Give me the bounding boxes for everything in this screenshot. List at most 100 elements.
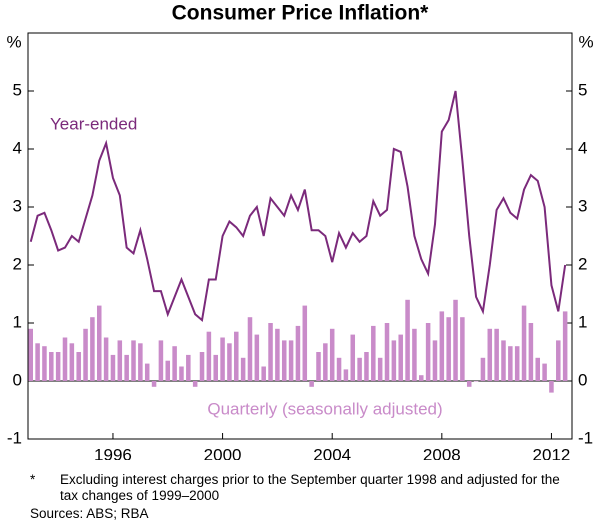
y-tick-label: 0: [13, 370, 22, 389]
bar: [288, 340, 294, 381]
y-tick-label: -1: [7, 428, 22, 447]
y2-tick-label: -1: [578, 428, 593, 447]
bar: [487, 328, 493, 381]
y2-tick-label: 3: [578, 196, 587, 215]
bar: [542, 363, 547, 381]
bar: [480, 357, 486, 381]
bar: [281, 340, 287, 381]
bar: [508, 346, 513, 381]
y2-unit: %: [578, 32, 593, 51]
y-tick-label: 1: [13, 312, 22, 331]
bar: [69, 343, 75, 381]
y2-tick-label: 2: [578, 254, 587, 273]
bar: [405, 299, 410, 381]
bar: [138, 343, 143, 381]
bar: [295, 325, 301, 381]
bar: [453, 299, 458, 381]
bar: [391, 340, 397, 381]
bar: [42, 346, 47, 381]
y-tick-label: 5: [13, 80, 22, 99]
x-tick-label: 2004: [313, 445, 351, 460]
bar: [412, 328, 417, 381]
bar: [227, 343, 232, 381]
bar: [28, 328, 34, 381]
bar: [103, 337, 109, 381]
x-tick-label: 2012: [533, 445, 571, 460]
bar: [117, 340, 123, 381]
bar: [254, 334, 260, 381]
y2-tick-label: 4: [578, 138, 587, 157]
bar: [466, 381, 472, 387]
bar: [261, 366, 266, 381]
bar: [309, 381, 314, 387]
y2-tick-label: 0: [578, 370, 587, 389]
y-unit: %: [6, 32, 21, 51]
y-tick-label: 4: [13, 138, 22, 157]
bar: [549, 381, 554, 393]
bar: [535, 357, 541, 381]
bar: [275, 328, 280, 381]
bar: [514, 346, 520, 381]
y-tick-label: 2: [13, 254, 22, 273]
bar: [446, 317, 451, 381]
bar: [199, 352, 205, 381]
y-tick-label: 3: [13, 196, 22, 215]
footnote-marker: *: [30, 472, 36, 487]
bar: [350, 334, 356, 381]
bar: [179, 366, 184, 381]
bar: [172, 346, 177, 381]
bar: [556, 340, 561, 381]
bar: [268, 323, 273, 381]
bar: [521, 305, 527, 381]
bar: [384, 323, 390, 381]
bar: [220, 337, 225, 381]
bar: [151, 381, 157, 387]
bar: [323, 343, 328, 381]
bar: [473, 381, 479, 382]
bar: [240, 357, 246, 381]
chart-title: Consumer Price Inflation*: [172, 2, 430, 25]
bar: [336, 357, 342, 381]
bar: [432, 340, 438, 381]
bar: [302, 305, 308, 381]
bar: [460, 317, 465, 381]
bar: [83, 328, 88, 381]
bar: [364, 352, 369, 381]
y2-tick-label: 5: [578, 80, 587, 99]
line-annotation: Year-ended: [50, 114, 137, 133]
bar: [343, 369, 349, 381]
bar: [55, 352, 61, 381]
bar: [398, 334, 403, 381]
bar: [357, 357, 362, 381]
bar: [35, 343, 40, 381]
footnote: Excluding interest charges prior to the …: [60, 472, 560, 503]
bar: [90, 317, 95, 381]
bar: [329, 328, 335, 381]
bar: [494, 328, 499, 381]
x-tick-label: 2000: [204, 445, 242, 460]
bar: [131, 340, 136, 381]
bar: [425, 323, 431, 381]
bar: [186, 354, 191, 381]
bar: [165, 360, 171, 381]
bar: [371, 325, 376, 381]
y2-tick-label: 1: [578, 312, 587, 331]
bar: [206, 331, 212, 381]
bar: [62, 337, 68, 381]
bar: [501, 340, 506, 381]
bar: [316, 352, 321, 381]
bar: [124, 354, 129, 381]
bar: [377, 357, 383, 381]
bar: [158, 340, 164, 381]
bar-annotation: Quarterly (seasonally adjusted): [207, 399, 442, 418]
bar: [192, 381, 198, 387]
bar: [96, 305, 102, 381]
chart: Consumer Price Inflation* % % -1 0 1 2 3 4 5 -1…: [6, 2, 593, 465]
bar: [234, 331, 239, 381]
bar: [528, 323, 534, 381]
x-tick-label: 2008: [423, 445, 461, 460]
bar: [49, 352, 54, 381]
bar: [144, 363, 150, 381]
sources: Sources: ABS; RBA: [30, 506, 149, 521]
